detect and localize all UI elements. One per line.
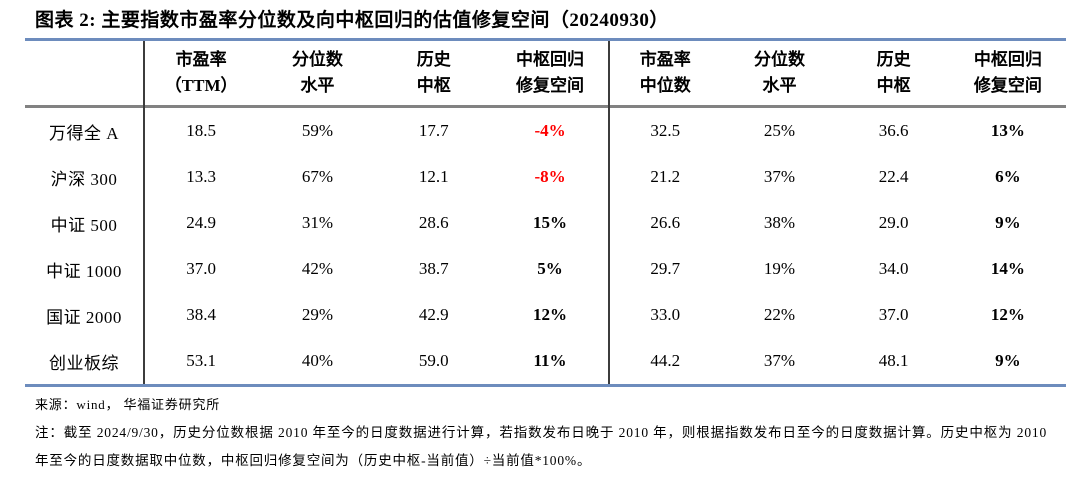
- hist-center-ttm-value: 17.7: [418, 121, 449, 140]
- pe-median-value: 21.2: [650, 167, 681, 186]
- header-repair-median: 中枢回归 修复空间: [951, 41, 1065, 105]
- calculation-note: 注：截至 2024/9/30，历史分位数根据 2010 年至今的日度数据进行计算…: [35, 425, 1047, 468]
- table-row: 中证 1000 37.0 42% 38.7 5% 29.7 19% 34.0 1…: [25, 246, 1066, 292]
- repair-ttm-value: -8%: [534, 167, 566, 186]
- header-underline: [25, 105, 1066, 108]
- pe-median-value: 44.2: [650, 351, 681, 370]
- header-line: （TTM）: [164, 76, 238, 95]
- percentile-ttm-value: 42%: [301, 259, 334, 278]
- header-line: 中位数: [639, 76, 691, 95]
- header-hist-center-ttm: 历史 中枢: [376, 41, 492, 105]
- percentile-median-value: 22%: [763, 305, 796, 324]
- pe-ttm-value: 38.4: [186, 305, 217, 324]
- repair-ttm-value: -4%: [534, 121, 566, 140]
- pe-ttm-value: 18.5: [186, 121, 217, 140]
- percentile-median-value: 37%: [763, 351, 796, 370]
- percentile-median-value: 25%: [763, 121, 796, 140]
- index-label: 创业板综: [49, 353, 119, 373]
- percentile-ttm-value: 31%: [301, 213, 334, 232]
- repair-median-value: 9%: [995, 351, 1021, 370]
- percentile-median-value: 19%: [763, 259, 796, 278]
- header-line: 中枢: [876, 76, 911, 95]
- percentile-median-value: 38%: [763, 213, 796, 232]
- pe-median-value: 26.6: [650, 213, 681, 232]
- repair-ttm-value: 15%: [533, 213, 568, 232]
- hist-center-ttm-value: 42.9: [418, 305, 449, 324]
- header-line: 历史: [876, 50, 911, 69]
- percentile-ttm-value: 67%: [301, 167, 334, 186]
- hist-center-ttm-value: 59.0: [418, 351, 449, 370]
- source-note: 来源：wind， 华福证券研究所: [35, 397, 221, 412]
- repair-ttm-value: 5%: [537, 259, 563, 278]
- hist-center-median-value: 37.0: [878, 305, 909, 324]
- pe-ttm-value: 37.0: [186, 259, 217, 278]
- header-line: 分位数: [753, 50, 805, 69]
- hist-center-ttm-value: 12.1: [418, 167, 449, 186]
- index-label: 国证 2000: [46, 307, 122, 327]
- repair-median-value: 13%: [990, 121, 1025, 140]
- header-line: 中枢回归: [973, 50, 1042, 69]
- valuation-table: 市盈率 （TTM） 分位数 水平 历史 中枢 中枢回归 修复空间 市盈率 中位数…: [25, 38, 1066, 387]
- header-percentile-median: 分位数 水平: [722, 41, 836, 105]
- table-row: 沪深 300 13.3 67% 12.1 -8% 21.2 37% 22.4 6…: [25, 154, 1066, 200]
- header-pe-ttm: 市盈率 （TTM）: [143, 41, 259, 105]
- repair-ttm-value: 11%: [533, 351, 567, 370]
- header-line: 水平: [762, 76, 797, 95]
- table-row: 国证 2000 38.4 29% 42.9 12% 33.0 22% 37.0 …: [25, 292, 1066, 338]
- hist-center-ttm-value: 38.7: [418, 259, 449, 278]
- header-hist-center-median: 历史 中枢: [837, 41, 951, 105]
- table-vertical-divider-middle: [608, 41, 610, 384]
- table-row: 创业板综 53.1 40% 59.0 11% 44.2 37% 48.1 9%: [25, 338, 1066, 384]
- header-line: 分位数: [291, 50, 343, 69]
- pe-ttm-value: 53.1: [186, 351, 217, 370]
- header-line: 历史: [416, 50, 451, 69]
- header-pe-median: 市盈率 中位数: [608, 41, 722, 105]
- hist-center-median-value: 48.1: [878, 351, 909, 370]
- index-label: 万得全 A: [48, 123, 120, 143]
- header-line: 中枢: [416, 76, 451, 95]
- header-repair-ttm: 中枢回归 修复空间: [492, 41, 608, 105]
- index-label: 中证 1000: [46, 261, 122, 281]
- pe-median-value: 33.0: [650, 305, 681, 324]
- hist-center-median-value: 36.6: [878, 121, 909, 140]
- header-line: 市盈率: [639, 50, 691, 69]
- pe-ttm-value: 13.3: [186, 167, 217, 186]
- table-header-row: 市盈率 （TTM） 分位数 水平 历史 中枢 中枢回归 修复空间 市盈率 中位数…: [25, 41, 1066, 105]
- percentile-ttm-value: 40%: [301, 351, 334, 370]
- percentile-ttm-value: 59%: [301, 121, 334, 140]
- header-line: 市盈率: [175, 50, 227, 69]
- pe-ttm-value: 24.9: [186, 213, 217, 232]
- header-line: 修复空间: [973, 76, 1042, 95]
- table-row: 万得全 A 18.5 59% 17.7 -4% 32.5 25% 36.6 13…: [25, 108, 1066, 154]
- header-line: 中枢回归: [516, 50, 585, 69]
- index-label: 中证 500: [50, 215, 118, 235]
- repair-median-value: 9%: [995, 213, 1021, 232]
- hist-center-median-value: 34.0: [878, 259, 909, 278]
- header-label-spacer: [25, 41, 143, 105]
- hist-center-ttm-value: 28.6: [418, 213, 449, 232]
- table-row: 中证 500 24.9 31% 28.6 15% 26.6 38% 29.0 9…: [25, 200, 1066, 246]
- hist-center-median-value: 22.4: [878, 167, 909, 186]
- repair-median-value: 14%: [990, 259, 1025, 278]
- index-label: 沪深 300: [50, 169, 118, 189]
- header-line: 水平: [300, 76, 335, 95]
- percentile-ttm-value: 29%: [301, 305, 334, 324]
- header-line: 修复空间: [516, 76, 585, 95]
- repair-ttm-value: 12%: [533, 305, 568, 324]
- repair-median-value: 6%: [995, 167, 1021, 186]
- pe-median-value: 32.5: [650, 121, 681, 140]
- figure-title: 图表 2: 主要指数市盈率分位数及向中枢回归的估值修复空间（20240930）: [35, 10, 669, 31]
- repair-median-value: 12%: [990, 305, 1025, 324]
- table-vertical-divider-left: [143, 41, 145, 384]
- hist-center-median-value: 29.0: [878, 213, 909, 232]
- percentile-median-value: 37%: [763, 167, 796, 186]
- header-percentile-ttm: 分位数 水平: [259, 41, 375, 105]
- pe-median-value: 29.7: [650, 259, 681, 278]
